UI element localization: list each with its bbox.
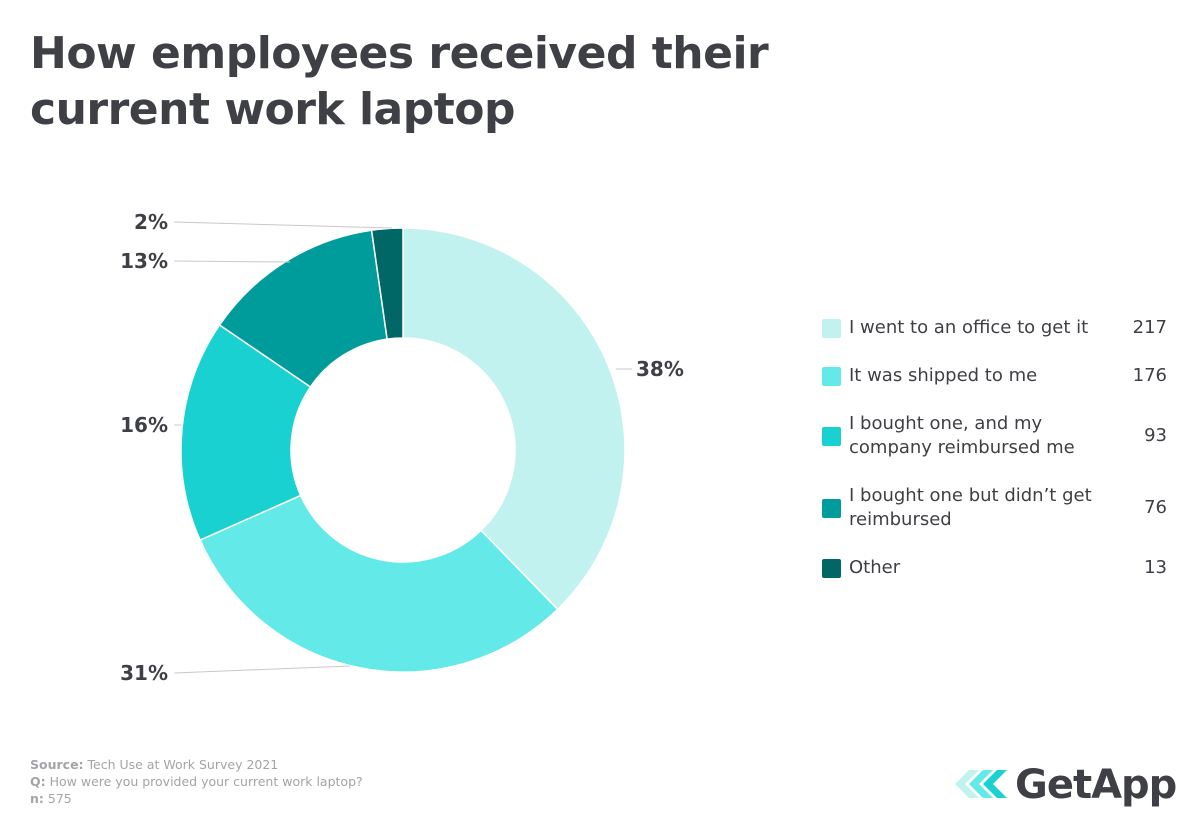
legend-label-line: I bought one, and my xyxy=(849,413,1043,434)
legend-label: It was shipped to me xyxy=(849,364,1114,388)
legend-swatch xyxy=(822,427,841,446)
legend-label-line: reimbursed xyxy=(849,509,952,530)
footer-question-value: How were you provided your current work … xyxy=(49,774,363,789)
getapp-logo: GetApp xyxy=(955,762,1177,808)
leader-line xyxy=(173,260,291,263)
leader-line xyxy=(173,221,393,229)
legend-swatch xyxy=(822,367,841,386)
legend-value: 76 xyxy=(1144,497,1167,518)
donut-slice xyxy=(180,323,312,542)
legend-label-line: I went to an office to get it xyxy=(849,317,1089,338)
footer-sample-size: n: 575 xyxy=(30,790,363,807)
getapp-logo-text: GetApp xyxy=(1015,762,1177,808)
legend-value: 13 xyxy=(1144,557,1167,578)
legend-value: 176 xyxy=(1132,365,1167,386)
donut-chart: 38% 31% 16% 13% 2% xyxy=(120,210,684,685)
legend-label-line: It was shipped to me xyxy=(849,365,1038,386)
legend-label: I went to an office to get it xyxy=(849,316,1114,340)
percent-label: 16% xyxy=(120,413,168,437)
leader-line xyxy=(173,665,351,674)
legend-label: I bought one, and my company reimbursed m… xyxy=(849,412,1114,460)
footer-source-key: Source: xyxy=(30,757,84,772)
percent-label: 38% xyxy=(636,357,684,381)
getapp-logo-icon xyxy=(955,770,1007,798)
legend-value: 93 xyxy=(1144,425,1167,446)
legend-label: I bought one but didn’t get reimbursed xyxy=(849,484,1114,532)
legend-label-line: company reimbursed me xyxy=(849,437,1075,458)
donut-slice xyxy=(199,494,559,673)
percent-label: 2% xyxy=(134,210,168,234)
donut-slice xyxy=(402,227,626,611)
chart-title: How employees received their current wor… xyxy=(30,26,930,138)
footer-question-key: Q: xyxy=(30,774,46,789)
footer-source-value: Tech Use at Work Survey 2021 xyxy=(87,757,279,772)
legend-value: 217 xyxy=(1132,317,1167,338)
legend-label-line: I bought one but didn’t get xyxy=(849,485,1092,506)
chart-footer: Source: Tech Use at Work Survey 2021 Q: … xyxy=(30,756,363,807)
donut-slice xyxy=(370,227,404,340)
percent-label: 31% xyxy=(120,661,168,685)
footer-n-value: 575 xyxy=(47,791,72,806)
legend-swatch xyxy=(822,499,841,518)
legend-label-line: Other xyxy=(849,557,901,578)
percent-label: 13% xyxy=(120,249,168,273)
legend-swatch xyxy=(822,319,841,338)
chart-title-line-1: How employees received their xyxy=(30,28,769,79)
footer-n-key: n: xyxy=(30,791,44,806)
footer-question: Q: How were you provided your current wo… xyxy=(30,773,363,790)
legend-label: Other xyxy=(849,556,1114,580)
legend-swatch xyxy=(822,559,841,578)
footer-source: Source: Tech Use at Work Survey 2021 xyxy=(30,756,363,773)
chart-title-line-2: current work laptop xyxy=(30,84,516,135)
